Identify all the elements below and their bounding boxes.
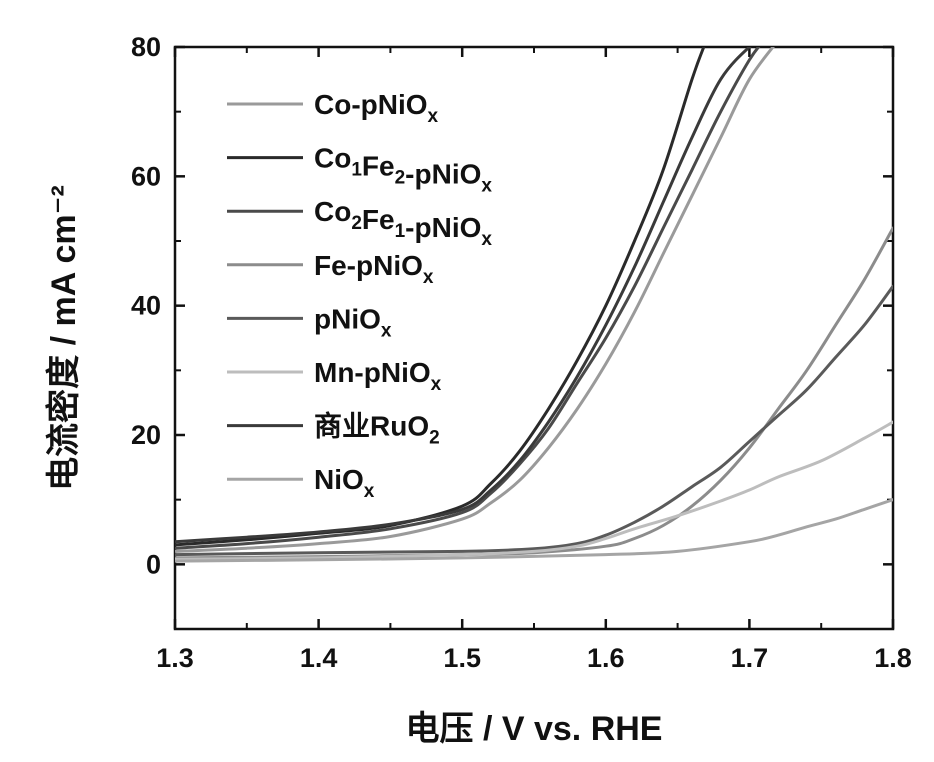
x-tick-label: 1.6 (587, 643, 625, 673)
x-axis-title: 电压 / V vs. RHE (406, 710, 663, 748)
x-tick-label: 1.4 (300, 643, 338, 673)
legend-label: Fe-pNiOx (314, 250, 434, 288)
y-tick-label: 80 (131, 32, 161, 62)
legend-label: Co2Fe1-pNiOx (314, 196, 492, 250)
series-line-mn-pniox (175, 420, 893, 561)
series-line-co2fe1-pniox (175, 47, 761, 550)
y-tick-label: 20 (131, 420, 161, 450)
series-lines (175, 47, 893, 563)
y-tick-label: 40 (131, 291, 161, 321)
legend-label: NiOx (314, 464, 375, 502)
series-line-ruo2 (175, 47, 752, 544)
series-line-co-pniox (175, 47, 775, 553)
legend-label: pNiOx (314, 303, 392, 341)
x-tick-label: 1.3 (156, 643, 194, 673)
x-ticks: 1.3 1.4 1.5 1.6 1.7 1.8 (156, 47, 912, 673)
x-tick-label: 1.7 (731, 643, 769, 673)
y-ticks: 0 20 40 60 80 (131, 32, 893, 579)
legend: Co-pNiOx Co1Fe2-pNiOxCo2Fe1-pNiOxFe-pNiOx… (227, 89, 492, 502)
series-line-niox (175, 498, 893, 563)
series-line-fe-pniox (175, 226, 893, 560)
legend-label: Co-pNiOx (314, 89, 439, 127)
y-tick-label: 60 (131, 161, 161, 191)
legend-label: Mn-pNiOx (314, 357, 442, 395)
x-tick-label: 1.5 (443, 643, 481, 673)
series-line-pniox (175, 284, 893, 557)
x-tick-label: 1.8 (874, 643, 912, 673)
y-tick-label: 0 (146, 549, 161, 579)
y-axis-title: 电流密度 / mA cm⁻² (44, 185, 83, 491)
legend-label: Co1Fe2-pNiOx (314, 143, 492, 197)
series-line-co1fe2-pniox (175, 47, 706, 547)
legend-label: 商业RuO2 (314, 411, 440, 449)
